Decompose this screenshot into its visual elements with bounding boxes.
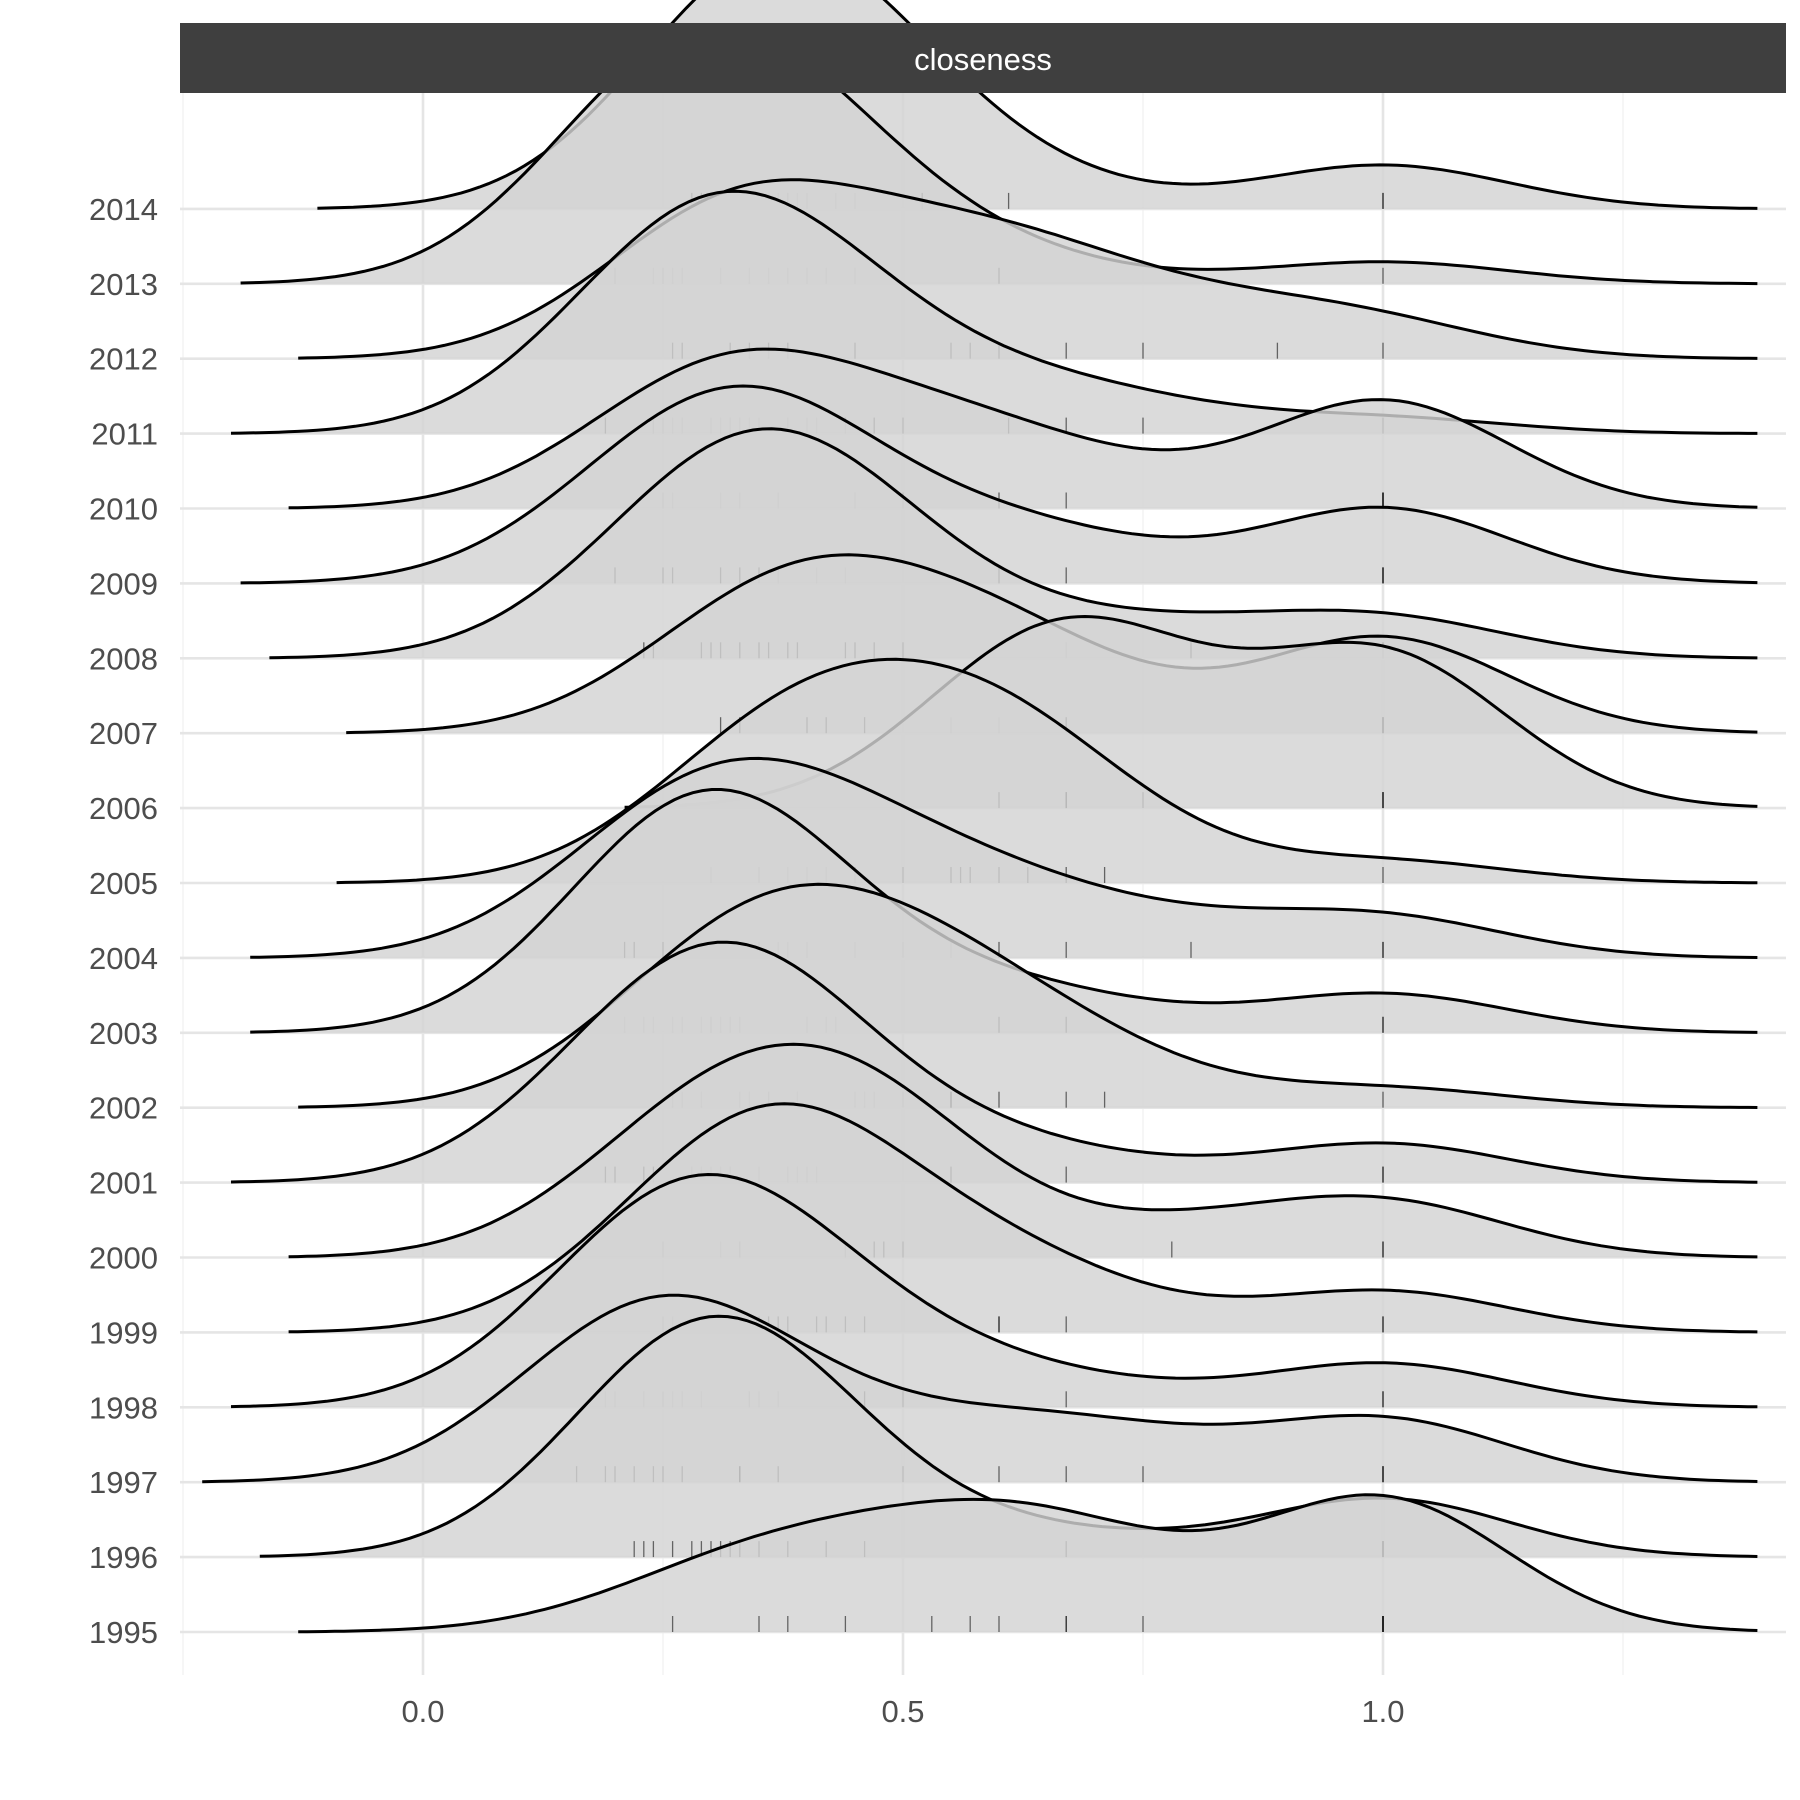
ridge-line-1998: [230, 1172, 1758, 1409]
ridge-line-2010: [288, 347, 1758, 510]
ridge-line-2001: [230, 940, 1758, 1184]
y-tick-label: 2000: [89, 1241, 158, 1276]
y-tick-label: 1998: [89, 1390, 158, 1425]
ridge-area-1995: [298, 1494, 1758, 1632]
facet-strip: [180, 23, 1786, 93]
ridge-line-1995: [298, 1493, 1758, 1634]
ridge-line-2002: [298, 882, 1758, 1109]
ridge-area-1996: [259, 1316, 1758, 1558]
x-tick-label: 0.0: [401, 1694, 444, 1729]
ridge-area-2008: [269, 428, 1758, 659]
y-tick-label: 2001: [89, 1166, 158, 1201]
ridge-area-2003: [250, 789, 1758, 1033]
ridge-line-2009: [240, 384, 1758, 585]
y-tick-label: 2006: [89, 791, 158, 826]
y-tick-label: 1997: [89, 1465, 158, 1500]
ridge-1995: [298, 1493, 1758, 1634]
ridge-line-2008: [269, 427, 1758, 660]
ridge-line-2005: [336, 657, 1758, 885]
y-tick-label: 2009: [89, 566, 158, 601]
ridge-line-1999: [288, 1102, 1758, 1334]
ridge-line-2004: [250, 756, 1758, 959]
y-tick-label: 1996: [89, 1540, 158, 1575]
y-tick-label: 2007: [89, 716, 158, 751]
x-tick-label: 1.0: [1361, 1694, 1404, 1729]
y-tick-label: 2014: [89, 192, 158, 227]
y-tick-label: 2012: [89, 342, 158, 377]
y-tick-label: 2013: [89, 267, 158, 302]
y-tick-label: 2005: [89, 866, 158, 901]
y-tick-label: 1999: [89, 1315, 158, 1350]
y-tick-label: 2002: [89, 1091, 158, 1126]
ridge-line-2012: [298, 178, 1758, 360]
x-axis-labels: 0.0 0.5 1.0: [401, 1694, 1404, 1729]
ridge-line-2011: [230, 189, 1758, 435]
y-tick-label: 2010: [89, 492, 158, 527]
ridge-area-2011: [231, 191, 1758, 434]
x-tick-label: 0.5: [881, 1694, 924, 1729]
y-tick-label: 2004: [89, 941, 158, 976]
ridge-line-1997: [202, 1293, 1758, 1484]
y-tick-label: 1995: [89, 1615, 158, 1650]
y-axis-labels: 1995 1996 1997 1998 1999 2000 2001 2002 2003 2004…: [89, 192, 158, 1650]
y-tick-label: 2003: [89, 1016, 158, 1051]
y-tick-label: 2008: [89, 641, 158, 676]
ridges: [202, 0, 1758, 1634]
facet-title: closeness: [914, 42, 1052, 77]
y-tick-label: 2011: [91, 417, 158, 452]
ridge-line-2000: [288, 1042, 1758, 1259]
